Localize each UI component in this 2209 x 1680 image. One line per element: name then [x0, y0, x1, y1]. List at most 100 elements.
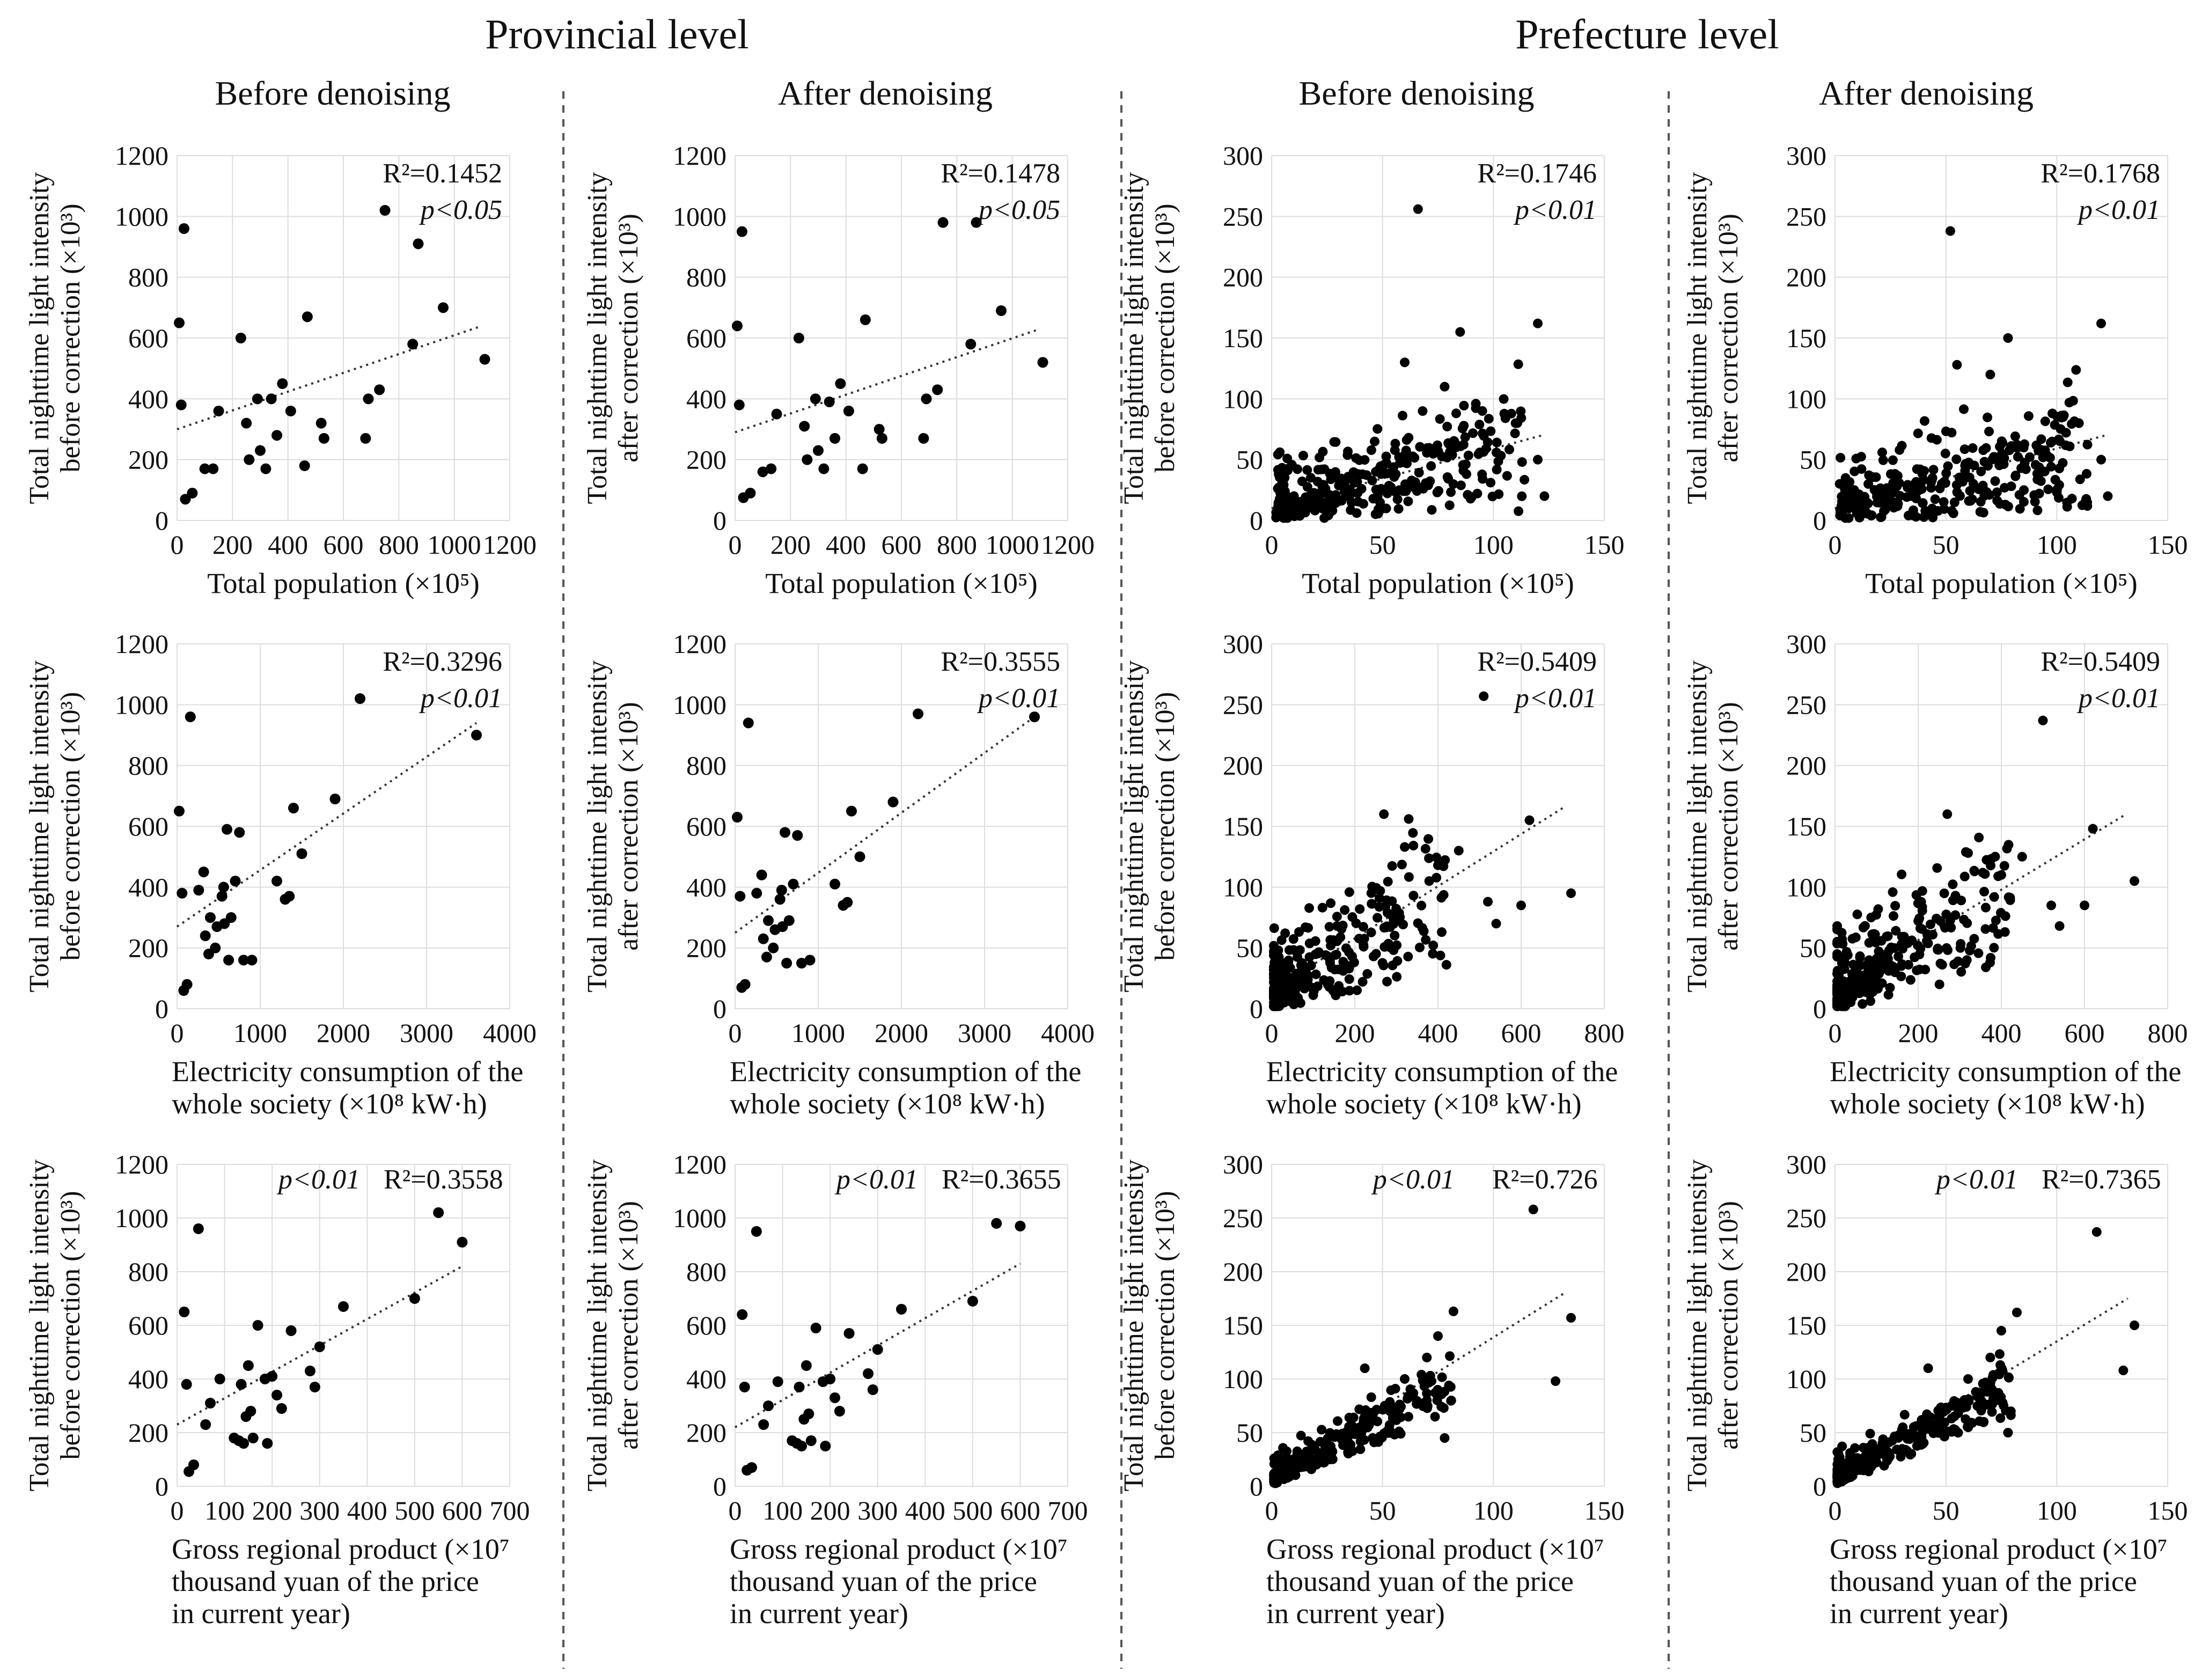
data-point: [1362, 969, 1373, 979]
data-point: [247, 1433, 259, 1443]
data-point: [1942, 945, 1953, 955]
y-tick-label: 0: [713, 1471, 726, 1501]
data-point: [1387, 896, 1397, 906]
data-point: [1930, 494, 1940, 504]
data-point: [835, 378, 846, 389]
data-point: [1390, 930, 1400, 941]
data-point: [737, 1309, 748, 1320]
x-tick-label: 800: [379, 530, 419, 560]
x-tick-label: 600: [1501, 1018, 1542, 1048]
data-point: [792, 830, 803, 841]
data-point: [1355, 904, 1365, 914]
y-tick-label: 250: [1786, 689, 1826, 720]
data-point: [471, 730, 482, 740]
data-point: [1426, 461, 1436, 471]
data-point: [1415, 442, 1425, 452]
data-point: [407, 339, 419, 350]
data-point: [857, 463, 868, 474]
y-tick-label: 200: [1223, 262, 1263, 292]
data-point: [867, 1384, 878, 1395]
data-point: [1990, 476, 2000, 486]
scatter-panel-p6: 0 1000 2000 3000 4000 0 200 400 600 800 1000 1200 p<…: [582, 629, 1095, 1120]
data-point: [1851, 453, 1861, 464]
data-point: [2021, 464, 2031, 474]
data-point: [1832, 997, 1842, 1008]
data-point: [1303, 923, 1313, 933]
y-tick-label: 100: [1786, 872, 1826, 902]
data-point: [243, 1360, 254, 1371]
data-point: [1331, 437, 1341, 447]
data-point: [2002, 843, 2012, 854]
data-point: [2081, 468, 2091, 479]
y-tick-label: 0: [1813, 505, 1826, 535]
data-point: [1459, 400, 1469, 410]
x-tick-label: 50: [1933, 1495, 1960, 1525]
data-point: [1917, 484, 1927, 494]
data-point: [180, 494, 191, 505]
data-point: [932, 384, 943, 395]
p-value-label: p<0.01: [1513, 683, 1597, 714]
data-point: [1370, 436, 1380, 446]
data-point: [1888, 911, 1898, 921]
x-tick-label: 0: [1265, 1495, 1279, 1525]
data-point: [1864, 938, 1874, 948]
data-point: [238, 955, 249, 966]
data-point: [1466, 492, 1477, 502]
data-point: [796, 958, 807, 969]
data-point: [1928, 465, 1939, 475]
y-tick-label: 800: [686, 1257, 726, 1287]
y-tick-label: 100: [1786, 1364, 1826, 1394]
data-point: [2019, 497, 2029, 507]
data-point: [314, 1341, 325, 1352]
data-point: [996, 305, 1007, 316]
column-title-4: After denoising: [1819, 74, 2034, 112]
data-point: [1939, 497, 1949, 507]
data-point: [198, 867, 209, 877]
data-point: [1964, 472, 1975, 482]
data-point: [772, 1376, 783, 1387]
data-point: [991, 1218, 1002, 1229]
data-point: [1269, 986, 1279, 996]
data-point: [1516, 900, 1526, 911]
data-point: [1383, 877, 1393, 887]
data-point: [305, 1366, 315, 1376]
data-point: [1925, 919, 1935, 929]
data-point: [1838, 989, 1848, 1000]
p-value-label: p<0.01: [276, 1164, 360, 1195]
x-tick-label: 200: [252, 1495, 292, 1525]
data-point: [1960, 444, 1970, 454]
x-axis-label: Total population (×10⁵): [765, 567, 1037, 599]
x-tick-label: 200: [1898, 1018, 1939, 1048]
data-point: [1932, 863, 1942, 873]
y-tick-label: 400: [128, 384, 168, 414]
data-point: [1983, 412, 1993, 422]
data-point: [1419, 926, 1429, 936]
data-point: [1998, 1400, 2008, 1411]
data-point: [1355, 1444, 1366, 1455]
data-point: [1994, 1349, 2005, 1359]
y-tick-label: 600: [686, 1310, 726, 1340]
data-point: [1873, 984, 1883, 994]
data-point: [1974, 832, 1984, 842]
data-point: [1872, 1457, 1882, 1468]
data-point: [1858, 922, 1868, 933]
data-point: [1313, 489, 1323, 500]
data-point: [288, 803, 299, 813]
data-point: [1984, 490, 1994, 500]
y-tick-label: 50: [1236, 1418, 1263, 1448]
data-point: [1393, 504, 1404, 514]
y-tick-label: 800: [686, 751, 726, 781]
data-point: [266, 393, 277, 405]
data-point: [1841, 487, 1851, 497]
y-tick-label: 1000: [115, 1203, 168, 1233]
data-point: [1397, 860, 1407, 870]
data-point: [1919, 512, 1929, 522]
data-point: [213, 406, 224, 416]
data-point: [1477, 406, 1487, 416]
data-point: [1848, 959, 1858, 970]
data-point: [1940, 449, 1950, 459]
data-point: [874, 424, 885, 435]
data-point: [260, 463, 271, 474]
data-point: [2065, 441, 2075, 451]
y-tick-label: 1200: [115, 141, 168, 171]
